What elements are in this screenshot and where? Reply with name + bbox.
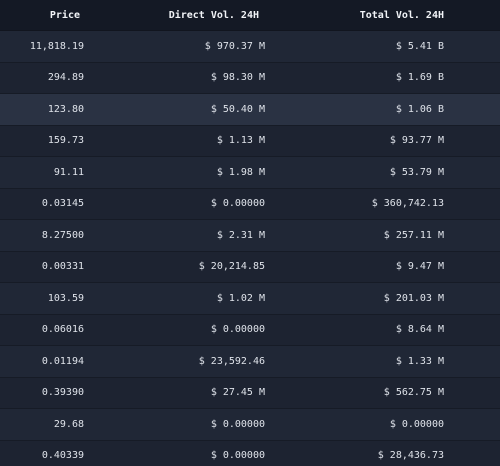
direct-volume-cell: $ 0.00000 [210, 450, 265, 462]
table-row[interactable]: 0.03145 $ 0.00000 $ 360,742.13 [0, 188, 500, 220]
table-row[interactable]: 294.89 $ 98.30 M $ 1.69 B [0, 62, 500, 94]
total-volume-column-header[interactable]: Total Vol. 24H [359, 9, 444, 21]
table-row[interactable]: 0.00331 $ 20,214.85 $ 9.47 M [0, 251, 500, 283]
price-cell: 11,818.19 [29, 40, 84, 52]
table-row[interactable]: 91.11 $ 1.98 M $ 53.79 M [0, 157, 500, 189]
direct-volume-cell: $ 0.00000 [210, 418, 265, 430]
table-row[interactable]: 103.59 $ 1.02 M $ 201.03 M [0, 283, 500, 315]
price-cell: 0.03145 [41, 198, 84, 210]
price-cell: 0.01194 [41, 355, 84, 367]
direct-volume-cell: $ 27.45 M [210, 387, 265, 399]
table-row[interactable]: 0.06016 $ 0.00000 $ 8.64 M [0, 314, 500, 346]
table-row[interactable]: 11,818.19 $ 970.37 M $ 5.41 B [0, 31, 500, 63]
direct-volume-column-header[interactable]: Direct Vol. 24H [168, 9, 259, 21]
price-cell: 8.27500 [41, 229, 84, 241]
total-volume-cell: $ 201.03 M [383, 292, 444, 304]
total-volume-cell: $ 5.41 B [395, 40, 444, 52]
direct-volume-cell: $ 50.40 M [210, 103, 265, 115]
direct-volume-cell: $ 1.02 M [216, 292, 265, 304]
total-volume-cell: $ 1.06 B [395, 103, 444, 115]
total-volume-cell: $ 28,436.73 [377, 450, 444, 462]
direct-volume-cell: $ 970.37 M [204, 40, 265, 52]
total-volume-cell: $ 1.69 B [395, 72, 444, 84]
price-cell: 159.73 [47, 135, 84, 147]
price-column-header[interactable]: Price [49, 9, 80, 21]
table-body: 11,818.19 $ 970.37 M $ 5.41 B 294.89 $ 9… [0, 31, 500, 466]
total-volume-cell: $ 9.47 M [395, 261, 444, 273]
table-row[interactable]: 0.01194 $ 23,592.46 $ 1.33 M [0, 346, 500, 378]
total-volume-cell: $ 8.64 M [395, 324, 444, 336]
table-row-hovered[interactable]: 123.80 $ 50.40 M $ 1.06 B [0, 94, 500, 126]
direct-volume-cell: $ 20,214.85 [198, 261, 265, 273]
table-row[interactable]: 0.39390 $ 27.45 M $ 562.75 M [0, 377, 500, 409]
direct-volume-cell: $ 0.00000 [210, 324, 265, 336]
table-row[interactable]: 8.27500 $ 2.31 M $ 257.11 M [0, 220, 500, 252]
table-header: Price Direct Vol. 24H Total Vol. 24H [0, 0, 500, 31]
total-volume-cell: $ 0.00000 [389, 418, 444, 430]
price-cell: 0.06016 [41, 324, 84, 336]
total-volume-cell: $ 93.77 M [389, 135, 444, 147]
price-cell: 0.39390 [41, 387, 84, 399]
direct-volume-cell: $ 1.13 M [216, 135, 265, 147]
total-volume-cell: $ 360,742.13 [371, 198, 444, 210]
price-cell: 0.00331 [41, 261, 84, 273]
price-cell: 29.68 [53, 418, 84, 430]
direct-volume-cell: $ 1.98 M [216, 166, 265, 178]
total-volume-cell: $ 1.33 M [395, 355, 444, 367]
direct-volume-cell: $ 2.31 M [216, 229, 265, 241]
price-cell: 294.89 [47, 72, 84, 84]
direct-volume-cell: $ 98.30 M [210, 72, 265, 84]
table-row[interactable]: 29.68 $ 0.00000 $ 0.00000 [0, 409, 500, 441]
price-cell: 123.80 [47, 103, 84, 115]
direct-volume-cell: $ 0.00000 [210, 198, 265, 210]
total-volume-cell: $ 53.79 M [389, 166, 444, 178]
price-cell: 103.59 [47, 292, 84, 304]
total-volume-cell: $ 562.75 M [383, 387, 444, 399]
direct-volume-cell: $ 23,592.46 [198, 355, 265, 367]
price-cell: 0.40339 [41, 450, 84, 462]
table-row[interactable]: 0.40339 $ 0.00000 $ 28,436.73 [0, 440, 500, 466]
price-cell: 91.11 [53, 166, 84, 178]
total-volume-cell: $ 257.11 M [383, 229, 444, 241]
table-row[interactable]: 159.73 $ 1.13 M $ 93.77 M [0, 125, 500, 157]
